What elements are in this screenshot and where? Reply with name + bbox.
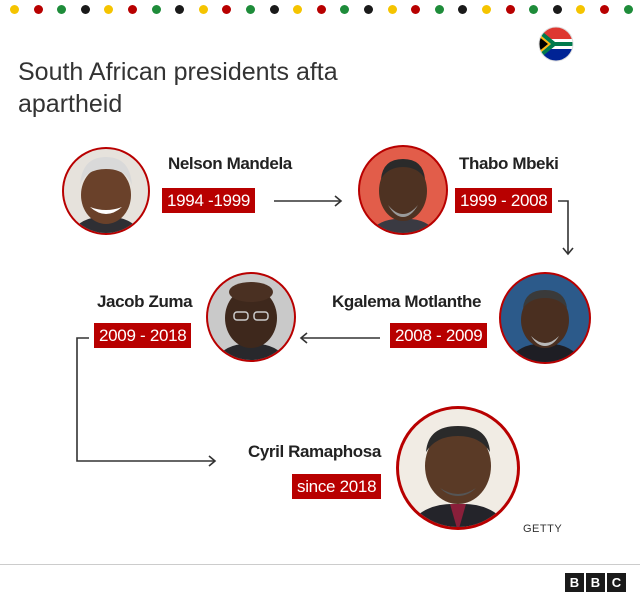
decorative-dot (199, 5, 208, 14)
decorative-dot (270, 5, 279, 14)
portrait-nelson-mandela (62, 147, 150, 235)
decorative-dot (222, 5, 231, 14)
decorative-dot (293, 5, 302, 14)
decorative-dot (34, 5, 43, 14)
president-term-badge: 2009 - 2018 (94, 323, 192, 348)
president-term-badge: 1999 - 2008 (455, 188, 553, 213)
decorative-dot (57, 5, 66, 14)
decorative-dot (553, 5, 562, 14)
decorative-dot (388, 5, 397, 14)
arrow-mbeki-to-motlanthe (558, 200, 569, 253)
decorative-dot-row (10, 5, 633, 19)
decorative-dot (506, 5, 515, 14)
portrait-jacob-zuma (206, 272, 296, 362)
decorative-dot (104, 5, 113, 14)
decorative-dot (435, 5, 444, 14)
decorative-dot (458, 5, 467, 14)
decorative-dot (340, 5, 349, 14)
south-africa-flag-icon (538, 26, 574, 62)
decorative-dot (128, 5, 137, 14)
decorative-dot (624, 5, 633, 14)
decorative-dot (529, 5, 538, 14)
decorative-dot (364, 5, 373, 14)
portrait-thabo-mbeki (358, 145, 448, 235)
president-name: Jacob Zuma (97, 292, 193, 311)
decorative-dot (10, 5, 19, 14)
decorative-dot (81, 5, 90, 14)
president-name: Nelson Mandela (168, 154, 292, 173)
bbc-logo-letter: B (586, 573, 605, 592)
decorative-dot (482, 5, 491, 14)
footer-divider (0, 564, 640, 565)
decorative-dot (600, 5, 609, 14)
president-name: Kgalema Motlanthe (332, 292, 482, 311)
decorative-dot (317, 5, 326, 14)
portrait-cyril-ramaphosa (396, 406, 520, 530)
decorative-dot (152, 5, 161, 14)
arrow-zuma-to-ramaphosa (76, 337, 214, 462)
president-term-badge: 1994 -1999 (162, 188, 256, 213)
bbc-logo-letter: C (607, 573, 626, 592)
president-term-badge: 2008 - 2009 (390, 323, 488, 348)
photo-credit: GETTY (523, 523, 563, 535)
president-name: Thabo Mbeki (459, 154, 559, 173)
decorative-dot (175, 5, 184, 14)
chart-title: South African presidents afta apartheid (18, 58, 338, 118)
bbc-logo-letter: B (565, 573, 584, 592)
president-name: Cyril Ramaphosa (248, 442, 381, 461)
decorative-dot (246, 5, 255, 14)
decorative-dot (576, 5, 585, 14)
president-term-badge: since 2018 (292, 474, 382, 499)
decorative-dot (411, 5, 420, 14)
portrait-kgalema-motlanthe (499, 272, 591, 364)
